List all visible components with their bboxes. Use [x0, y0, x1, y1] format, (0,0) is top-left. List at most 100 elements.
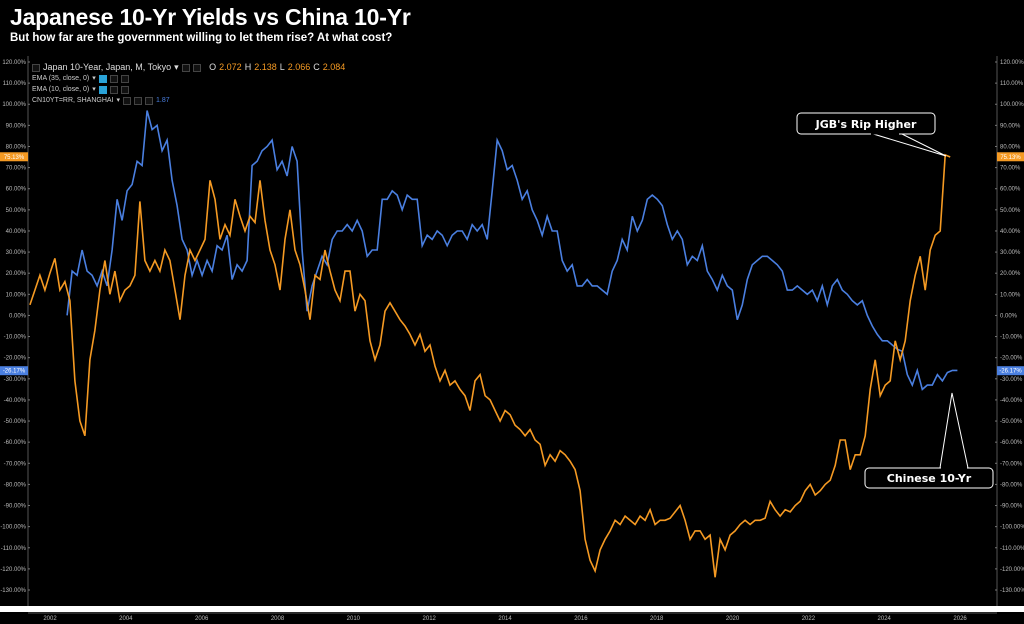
x-tick-label: 2026 [953, 616, 967, 622]
eye-icon[interactable] [123, 96, 132, 105]
y-tick-label-left: 10.00% [6, 292, 27, 298]
page-subtitle: But how far are the government willing t… [10, 32, 393, 44]
open-label: O [209, 62, 217, 72]
chevron-down-icon[interactable]: ▾ [116, 97, 121, 104]
last-value-tag-right [997, 366, 1024, 376]
y-tick-label-right: 100.00% [1000, 102, 1024, 108]
y-tick-label-left: -90.00% [4, 504, 27, 510]
x-tick-label: 2020 [726, 616, 740, 622]
y-tick-label-right: 50.00% [1000, 208, 1021, 214]
y-tick-label-right: 30.00% [1000, 250, 1021, 256]
y-tick-label-left: -70.00% [4, 461, 27, 467]
settings-icon[interactable] [134, 96, 143, 105]
y-tick-label-right: 10.00% [1000, 292, 1021, 298]
last-value-tag-right [997, 152, 1024, 162]
settings-icon[interactable] [109, 74, 118, 83]
ema10-label[interactable]: EMA (10, close, 0) [32, 86, 90, 93]
y-tick-label-left: 0.00% [9, 313, 27, 319]
y-tick-label-left: 80.00% [6, 144, 27, 150]
compare-symbol-label[interactable]: CN10YT=RR, SHANGHAI [32, 97, 114, 104]
y-tick-label-left: -50.00% [4, 419, 27, 425]
y-tick-label-right: -10.00% [1000, 335, 1023, 341]
y-tick-label-right: 90.00% [1000, 123, 1021, 129]
y-tick-label-right: 60.00% [1000, 187, 1021, 193]
x-tick-label: 2024 [878, 616, 892, 622]
y-axis-labels: 120.00% 120.00% 110.00% 110.00% 100.00% 100.0… [0, 60, 1024, 594]
chevron-down-icon[interactable]: ▾ [92, 75, 96, 82]
y-tick-label-right: -120.00% [1000, 567, 1024, 573]
chevron-down-icon[interactable]: ▾ [174, 62, 179, 72]
y-tick-label-right: -20.00% [1000, 356, 1023, 362]
last-value-tag-text: -26.17% [3, 369, 26, 375]
x-axis-labels: 2002 2004 2006 2008 2010 2012 2014 2016 2018 2020… [43, 616, 967, 622]
symbol-label[interactable]: Japan 10-Year, Japan, M, Tokyo [43, 62, 172, 72]
last-value-tag-text: 75.13% [1000, 155, 1021, 161]
last-value-tag-text: -26.17% [999, 369, 1022, 375]
y-tick-label-left: -100.00% [0, 525, 26, 531]
high-label: H [244, 62, 252, 72]
settings-icon[interactable] [109, 85, 118, 94]
y-tick-label-right: 40.00% [1000, 229, 1021, 235]
y-tick-label-left: 20.00% [6, 271, 27, 277]
low-value: 2.066 [287, 62, 311, 72]
legend-compare-symbol[interactable]: CN10YT=RR, SHANGHAI ▾ 1.87 [32, 95, 345, 106]
series-line-japan-10yr [29, 153, 951, 578]
x-tick-label: 2018 [650, 616, 664, 622]
y-tick-label-right: -40.00% [1000, 398, 1023, 404]
y-tick-label-right: -80.00% [1000, 482, 1023, 488]
x-tick-label: 2014 [498, 616, 512, 622]
y-tick-label-right: -30.00% [1000, 377, 1023, 383]
time-scrollbar[interactable] [0, 606, 1024, 612]
y-tick-label-left: -110.00% [1, 546, 27, 552]
annotation-jgb-text: JGB's Rip Higher [815, 118, 917, 131]
x-tick-label: 2006 [195, 616, 209, 622]
last-value-tags: 75.13% 75.13% -26.17% -26.17% [0, 152, 1024, 376]
close-value: 2.084 [322, 62, 346, 72]
y-tick-label-left: 70.00% [6, 166, 27, 172]
x-tick-label: 2008 [271, 616, 285, 622]
y-tick-label-left: 30.00% [6, 250, 27, 256]
collapse-icon[interactable] [32, 63, 40, 72]
y-tick-label-left: -60.00% [4, 440, 27, 446]
more-icon[interactable] [192, 63, 201, 72]
series-line-china-10yr [66, 110, 958, 391]
eye-icon[interactable] [98, 85, 107, 94]
x-tick-label: 2022 [802, 616, 816, 622]
legend-ema10[interactable]: EMA (10, close, 0) ▾ [32, 84, 345, 95]
y-tick-label-right: 70.00% [1000, 166, 1021, 172]
close-icon[interactable] [120, 85, 129, 94]
y-tick-label-right: 20.00% [1000, 271, 1021, 277]
open-value: 2.072 [219, 62, 242, 72]
y-tick-label-left: 90.00% [6, 123, 27, 129]
last-value-tag-left [0, 152, 28, 162]
last-value-tag-text: 75.13% [4, 155, 25, 161]
y-tick-label-right: 80.00% [1000, 144, 1021, 150]
y-tick-label-right: -130.00% [1000, 588, 1024, 594]
chevron-down-icon[interactable]: ▾ [92, 86, 96, 93]
last-value-tag-left [0, 366, 28, 376]
y-tick-label-left: 40.00% [6, 229, 27, 235]
legend-ema35[interactable]: EMA (35, close, 0) ▾ [32, 73, 345, 84]
legend-main-symbol[interactable]: Japan 10-Year, Japan, M, Tokyo ▾ O 2.072 … [32, 62, 345, 73]
low-label: L [279, 62, 285, 72]
x-tick-label: 2002 [43, 616, 57, 622]
y-tick-label-left: -20.00% [4, 356, 27, 362]
y-tick-label-right: -60.00% [1000, 440, 1023, 446]
y-tick-label-right: 120.00% [1000, 60, 1024, 66]
y-tick-label-left: -30.00% [4, 377, 27, 383]
y-tick-label-left: -120.00% [0, 567, 26, 573]
y-tick-label-right: -90.00% [1000, 504, 1023, 510]
ema35-label[interactable]: EMA (35, close, 0) [32, 75, 90, 82]
eye-icon[interactable] [98, 74, 107, 83]
y-tick-label-left: 120.00% [2, 60, 26, 66]
settings-icon[interactable] [181, 63, 190, 72]
close-icon[interactable] [145, 96, 154, 105]
y-tick-label-left: -130.00% [0, 588, 26, 594]
high-value: 2.138 [254, 62, 277, 72]
y-tick-label-left: -80.00% [4, 482, 27, 488]
y-tick-label-right: 0.00% [1000, 313, 1018, 319]
page-title: Japanese 10-Yr Yields vs China 10-Yr [10, 4, 411, 30]
y-tick-label-right: -100.00% [1000, 525, 1024, 531]
close-icon[interactable] [120, 74, 129, 83]
